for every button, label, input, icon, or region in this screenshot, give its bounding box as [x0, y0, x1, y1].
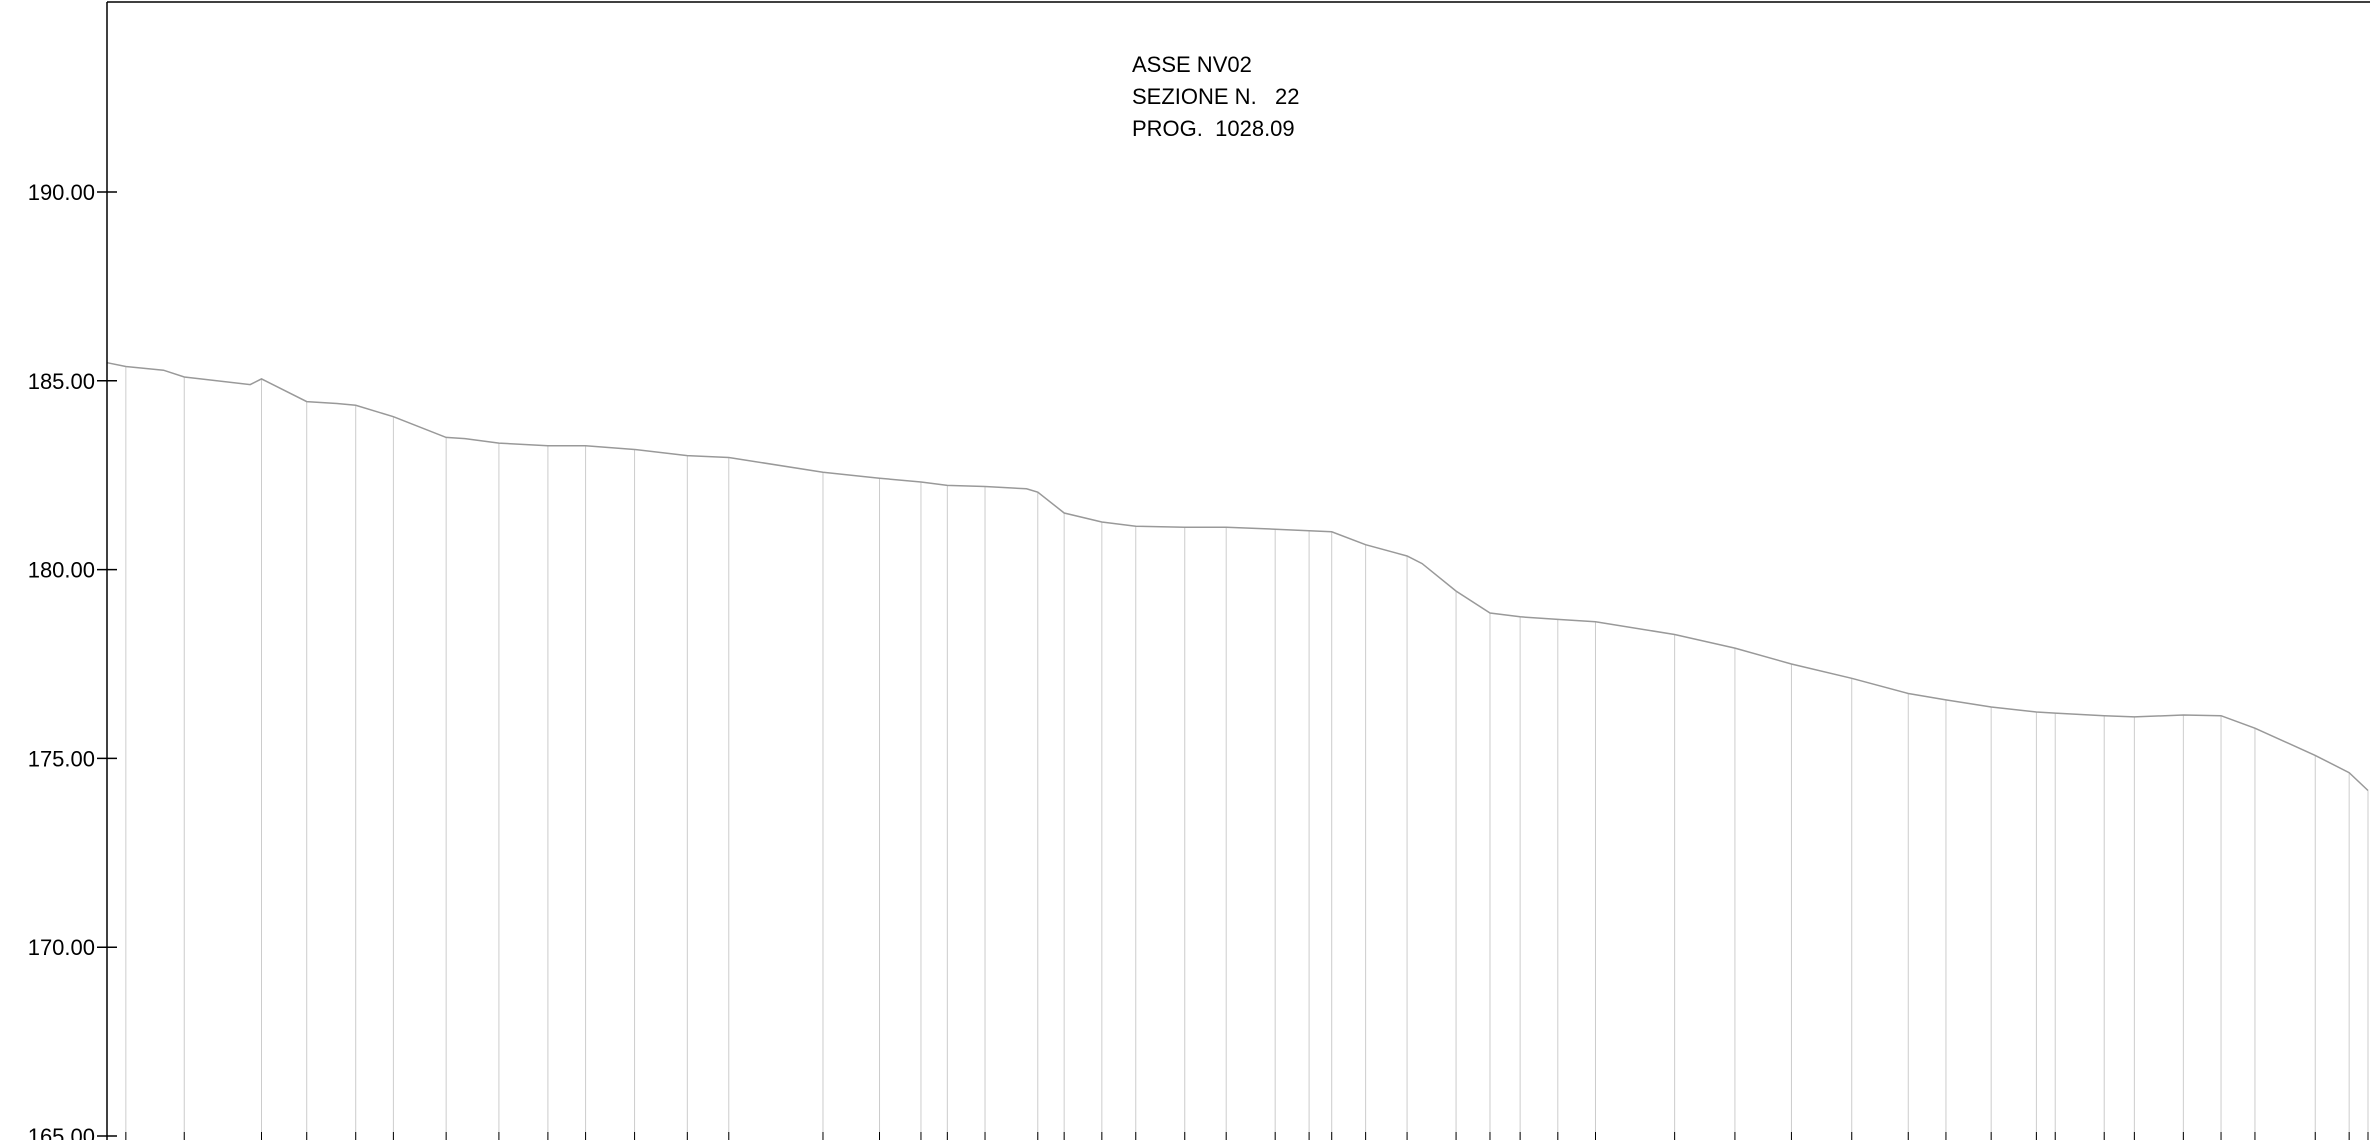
- elevation-axis: 190.00 185.00 180.00 175.00 170.00 165.00: [28, 180, 117, 1140]
- bottom-station-ticks: [125, 1132, 2369, 1140]
- ground-profile: [106, 361, 2369, 792]
- y-tick-label-2: 180.00: [28, 558, 95, 583]
- ground-verticals: [125, 366, 2369, 1140]
- axis-name-label: ASSE NV02: [1132, 52, 1252, 77]
- y-tick-label-4: 170.00: [28, 935, 95, 960]
- section-number-label: SEZIONE N. 22: [1132, 84, 1300, 109]
- progressive-label: PROG. 1028.09: [1132, 116, 1295, 141]
- section-header: ASSE NV02 SEZIONE N. 22 PROG. 1028.09: [1132, 52, 1300, 141]
- y-tick-label-5: 165.00: [28, 1124, 95, 1140]
- y-tick-label-0: 190.00: [28, 180, 95, 205]
- y-tick-label-1: 185.00: [28, 369, 95, 394]
- y-tick-label-3: 175.00: [28, 746, 95, 771]
- ground-profile-line: [106, 361, 2369, 792]
